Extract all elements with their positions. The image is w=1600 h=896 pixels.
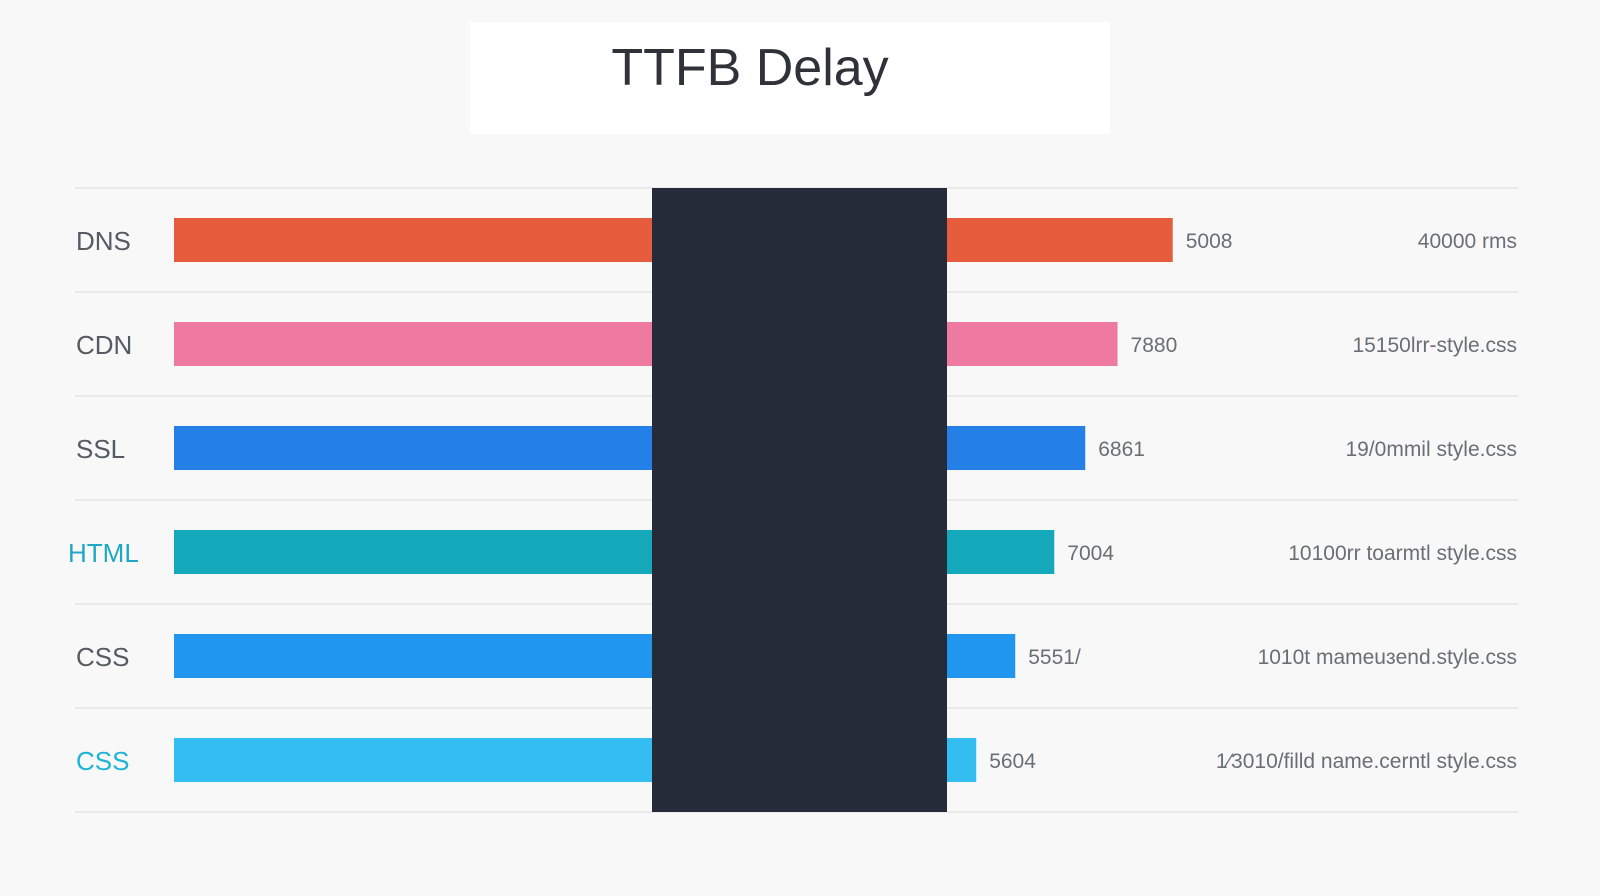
bar [174, 426, 1086, 470]
category-label: CSS [76, 746, 129, 776]
category-label: CDN [76, 330, 132, 360]
bar [174, 322, 1118, 366]
right-label: 1010t mameuɜend.style.css [1258, 646, 1517, 669]
title-background [470, 22, 1110, 134]
value-label: 5604 [989, 750, 1036, 773]
category-label: DNS [76, 226, 131, 256]
right-label: 10100rr toarmtl style.css [1288, 542, 1517, 565]
value-label: 5008 [1186, 230, 1233, 253]
value-label: 6861 [1098, 438, 1145, 461]
chart-title: TTFB Delay [611, 39, 889, 97]
overlay-block [652, 188, 947, 812]
right-label: 19/0mmil style.css [1345, 438, 1517, 461]
right-label: 40000 rms [1418, 230, 1517, 253]
value-label: 7880 [1131, 334, 1178, 357]
value-label: 5551/ [1028, 646, 1081, 669]
category-label: SSL [76, 434, 125, 464]
right-label: 1⁄3010/filld name.cerntl style.css [1216, 750, 1517, 773]
category-label: HTML [68, 538, 139, 568]
category-label: CSS [76, 642, 129, 672]
right-label: 15150lrr-style.css [1352, 334, 1517, 357]
value-label: 7004 [1067, 542, 1114, 565]
